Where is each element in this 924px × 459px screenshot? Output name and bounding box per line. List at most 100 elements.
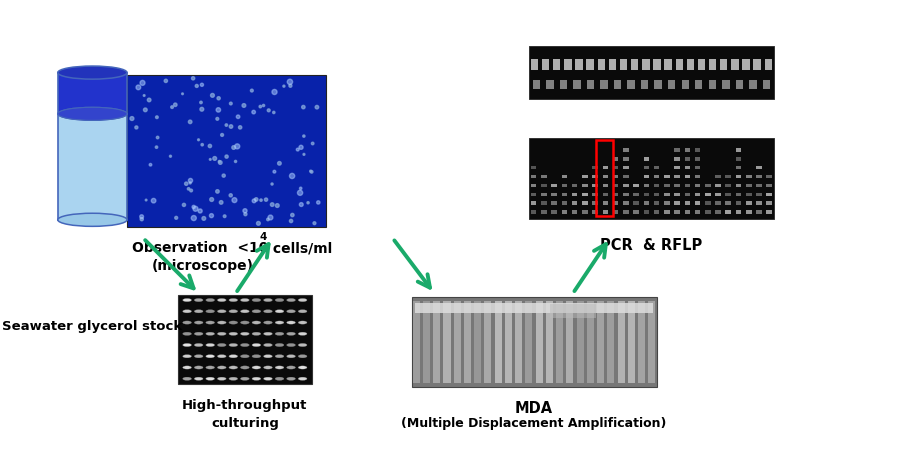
Point — [304, 169, 319, 176]
Point — [247, 198, 261, 205]
Point — [188, 206, 203, 213]
Ellipse shape — [217, 377, 226, 381]
Ellipse shape — [298, 299, 307, 302]
Bar — [643, 211, 649, 215]
Ellipse shape — [240, 299, 249, 302]
Ellipse shape — [252, 366, 261, 369]
Bar — [552, 184, 557, 188]
Ellipse shape — [229, 377, 237, 381]
Bar — [505, 301, 512, 383]
Point — [283, 79, 298, 86]
Ellipse shape — [183, 355, 191, 358]
Bar — [654, 202, 660, 206]
Ellipse shape — [194, 310, 203, 313]
Bar — [556, 301, 564, 383]
Ellipse shape — [263, 299, 273, 302]
Point — [249, 196, 263, 204]
Bar — [609, 60, 616, 71]
Ellipse shape — [229, 299, 237, 302]
Ellipse shape — [240, 355, 249, 358]
Point — [303, 168, 318, 175]
Point — [261, 107, 276, 115]
Point — [202, 143, 217, 151]
Ellipse shape — [217, 344, 226, 347]
Ellipse shape — [183, 344, 191, 347]
Bar — [723, 81, 730, 90]
Point — [129, 124, 144, 132]
Point — [216, 173, 231, 180]
Bar — [715, 202, 721, 206]
Point — [267, 168, 282, 176]
Text: High-throughput: High-throughput — [182, 398, 308, 411]
Point — [247, 109, 261, 117]
Ellipse shape — [206, 332, 214, 336]
Bar — [736, 202, 741, 206]
Bar — [572, 211, 578, 215]
Bar — [613, 211, 618, 215]
Point — [189, 83, 204, 90]
Point — [272, 160, 286, 168]
Bar — [602, 193, 608, 197]
Ellipse shape — [229, 344, 237, 347]
Bar — [623, 184, 628, 188]
Ellipse shape — [183, 332, 191, 336]
Bar — [602, 175, 608, 179]
Ellipse shape — [206, 344, 214, 347]
Point — [187, 204, 201, 211]
Bar — [641, 81, 649, 90]
Bar — [617, 301, 625, 383]
Ellipse shape — [252, 344, 261, 347]
Bar — [607, 301, 614, 383]
Bar — [654, 167, 660, 170]
Point — [139, 197, 153, 204]
Bar — [685, 149, 690, 152]
Bar — [654, 184, 660, 188]
Bar — [592, 193, 598, 197]
Bar — [613, 202, 618, 206]
Bar — [592, 167, 598, 170]
Point — [285, 173, 299, 180]
Ellipse shape — [275, 321, 284, 325]
Ellipse shape — [263, 355, 273, 358]
Point — [231, 114, 246, 121]
Bar — [411, 297, 656, 386]
Ellipse shape — [206, 321, 214, 325]
Bar — [602, 202, 608, 206]
Point — [310, 104, 324, 112]
Bar — [530, 202, 536, 206]
Ellipse shape — [206, 366, 214, 369]
Bar — [746, 193, 751, 197]
Point — [310, 199, 325, 207]
Bar — [685, 167, 690, 170]
Bar — [562, 211, 567, 215]
Point — [261, 216, 275, 224]
Bar — [529, 47, 774, 100]
Ellipse shape — [263, 344, 273, 347]
Bar — [705, 193, 711, 197]
Bar — [541, 175, 547, 179]
Text: PCR  & RFLP: PCR & RFLP — [601, 238, 702, 252]
Point — [238, 211, 253, 218]
Ellipse shape — [286, 299, 296, 302]
Bar — [592, 175, 598, 179]
Point — [146, 197, 161, 205]
Bar — [767, 184, 772, 188]
Bar — [623, 175, 628, 179]
Bar — [57, 115, 128, 220]
Bar — [675, 193, 680, 197]
Bar — [685, 193, 690, 197]
Bar — [562, 175, 567, 179]
Bar — [709, 81, 716, 90]
Bar — [597, 141, 614, 217]
Point — [163, 153, 177, 161]
Ellipse shape — [229, 321, 237, 325]
Bar — [695, 157, 700, 161]
Point — [237, 207, 252, 215]
Bar — [530, 211, 536, 215]
Point — [164, 104, 179, 112]
Point — [217, 213, 232, 220]
Ellipse shape — [194, 355, 203, 358]
Bar — [715, 184, 721, 188]
Bar — [623, 193, 628, 197]
Bar — [725, 193, 731, 197]
